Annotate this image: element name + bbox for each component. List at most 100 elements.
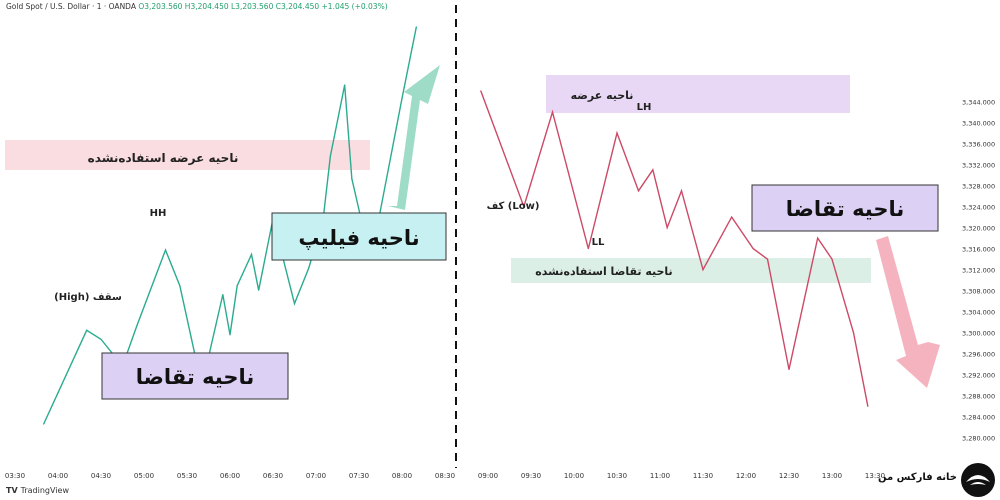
x-tick-label: 08:30 [435,472,455,480]
left-point-6 [164,249,167,251]
x-tick-label: 10:00 [564,472,584,480]
unused-supply-zone-left-label: ناحیه عرضه استفاده‌نشده [88,151,239,165]
left-point-15 [258,289,260,291]
brand-bull-icon [961,463,995,497]
bullish-arrow [388,65,440,210]
y-tick-label: 3,292.000 [962,372,995,380]
right-point-12 [766,258,769,260]
lh-label: LH [637,102,652,113]
left-point-3 [100,338,102,340]
left-point-17 [293,302,296,305]
y-tick-label: 3,300.000 [962,330,995,338]
left-point-13 [236,285,238,287]
y-axis-ticks: 3,344.000 3,340.000 3,336.000 3,332.000 3,32… [962,99,995,443]
right-series-points [480,90,869,407]
x-tick-label: 03:30 [5,472,25,480]
y-tick-label: 3,296.000 [962,351,995,359]
right-point-17 [867,405,869,407]
demand-zone-box-right [751,184,939,232]
y-tick-label: 3,340.000 [962,120,995,128]
y-tick-label: 3,284.000 [962,414,995,422]
tradingview-logo-icon: TV [6,486,18,495]
y-tick-label: 3,328.000 [962,183,995,191]
left-point-2 [86,329,88,331]
demand-zone-right-label: ناحیه تقاضا [786,197,905,221]
left-point-22 [351,178,353,180]
x-tick-label: 08:00 [392,472,412,480]
left-point-20 [329,155,331,157]
right-point-13 [788,368,790,371]
demand-zone-left-label: ناحیه تقاضا [136,365,255,389]
flip-zone-box [271,212,447,261]
unused-supply-zone-left [5,140,370,170]
symbol-name: Gold Spot / U.S. Dollar · 1 · OANDA [6,2,136,11]
right-point-9 [702,269,704,271]
x-tick-label: 13:30 [865,472,885,480]
hh-label: HH [150,208,167,219]
y-tick-label: 3,304.000 [962,309,995,317]
left-point-5 [136,325,138,327]
x-tick-label: 12:30 [779,472,799,480]
y-tick-label: 3,308.000 [962,288,995,296]
x-tick-label: 07:30 [349,472,369,480]
symbol-header: Gold Spot / U.S. Dollar · 1 · OANDA O3,2… [6,2,388,11]
brand-name: خانه فارکس من [878,472,957,483]
right-price-line [480,90,869,407]
right-point-3 [587,248,589,250]
x-tick-label: 05:30 [177,472,197,480]
ll-label: LL [592,237,605,248]
y-tick-label: 3,316.000 [962,246,995,254]
right-point-16 [852,332,855,334]
left-point-27 [415,26,417,28]
x-tick-label: 11:00 [650,472,670,480]
right-point-14 [817,237,819,239]
left-point-26 [401,97,403,99]
y-tick-label: 3,312.000 [962,267,995,275]
y-tick-label: 3,336.000 [962,141,995,149]
right-point-8 [680,190,683,192]
tradingview-label: TradingView [20,486,69,495]
x-tick-label: 04:00 [48,472,68,480]
y-tick-label: 3,324.000 [962,204,995,212]
left-point-21 [344,84,346,86]
unused-demand-zone-right-label: ناحیه تقاضا استفاده‌نشده [535,265,672,278]
left-point-1 [57,392,59,394]
right-point-10 [731,216,733,218]
left-point-25 [379,209,382,211]
y-tick-label: 3,332.000 [962,162,995,170]
x-tick-label: 09:00 [478,472,498,480]
brand-logo: خانه فارکس من [878,460,1000,500]
ohlc-values: O3,203.560 H3,204.450 L3,203.560 C3,204.… [138,2,388,11]
x-tick-label: 04:30 [91,472,111,480]
x-tick-label: 10:30 [607,472,627,480]
right-point-1 [523,205,525,208]
high-label: (High) سقف [54,292,122,303]
bearish-arrow [876,236,940,388]
x-axis-ticks-right: 09:00 09:30 10:00 10:30 11:00 11:30 12:00 12:30… [478,472,885,480]
y-tick-label: 3,344.000 [962,99,995,107]
right-point-2 [551,111,554,113]
left-point-7 [179,285,181,287]
left-point-18 [308,267,310,269]
left-point-10 [215,325,217,327]
left-point-11 [222,294,224,296]
flip-zone-label: ناحیه فیلیپ [298,226,419,250]
right-point-0 [480,90,482,92]
low-label: کف (Low) [487,201,540,212]
demand-zone-box-left [101,352,289,400]
x-tick-label: 06:00 [220,472,240,480]
left-point-14 [250,253,253,256]
x-tick-label: 11:30 [693,472,713,480]
right-point-11 [752,248,754,250]
x-axis-ticks-left: 03:30 04:00 04:30 05:00 05:30 06:00 06:30 07:00… [5,472,455,480]
right-point-5 [637,190,640,192]
x-tick-label: 06:30 [263,472,283,480]
right-point-6 [652,169,654,171]
y-tick-label: 3,280.000 [962,435,995,443]
y-tick-label: 3,320.000 [962,225,995,233]
left-point-0 [43,423,45,425]
right-point-15 [831,258,833,260]
left-price-line [43,26,418,425]
x-tick-label: 12:00 [736,472,756,480]
